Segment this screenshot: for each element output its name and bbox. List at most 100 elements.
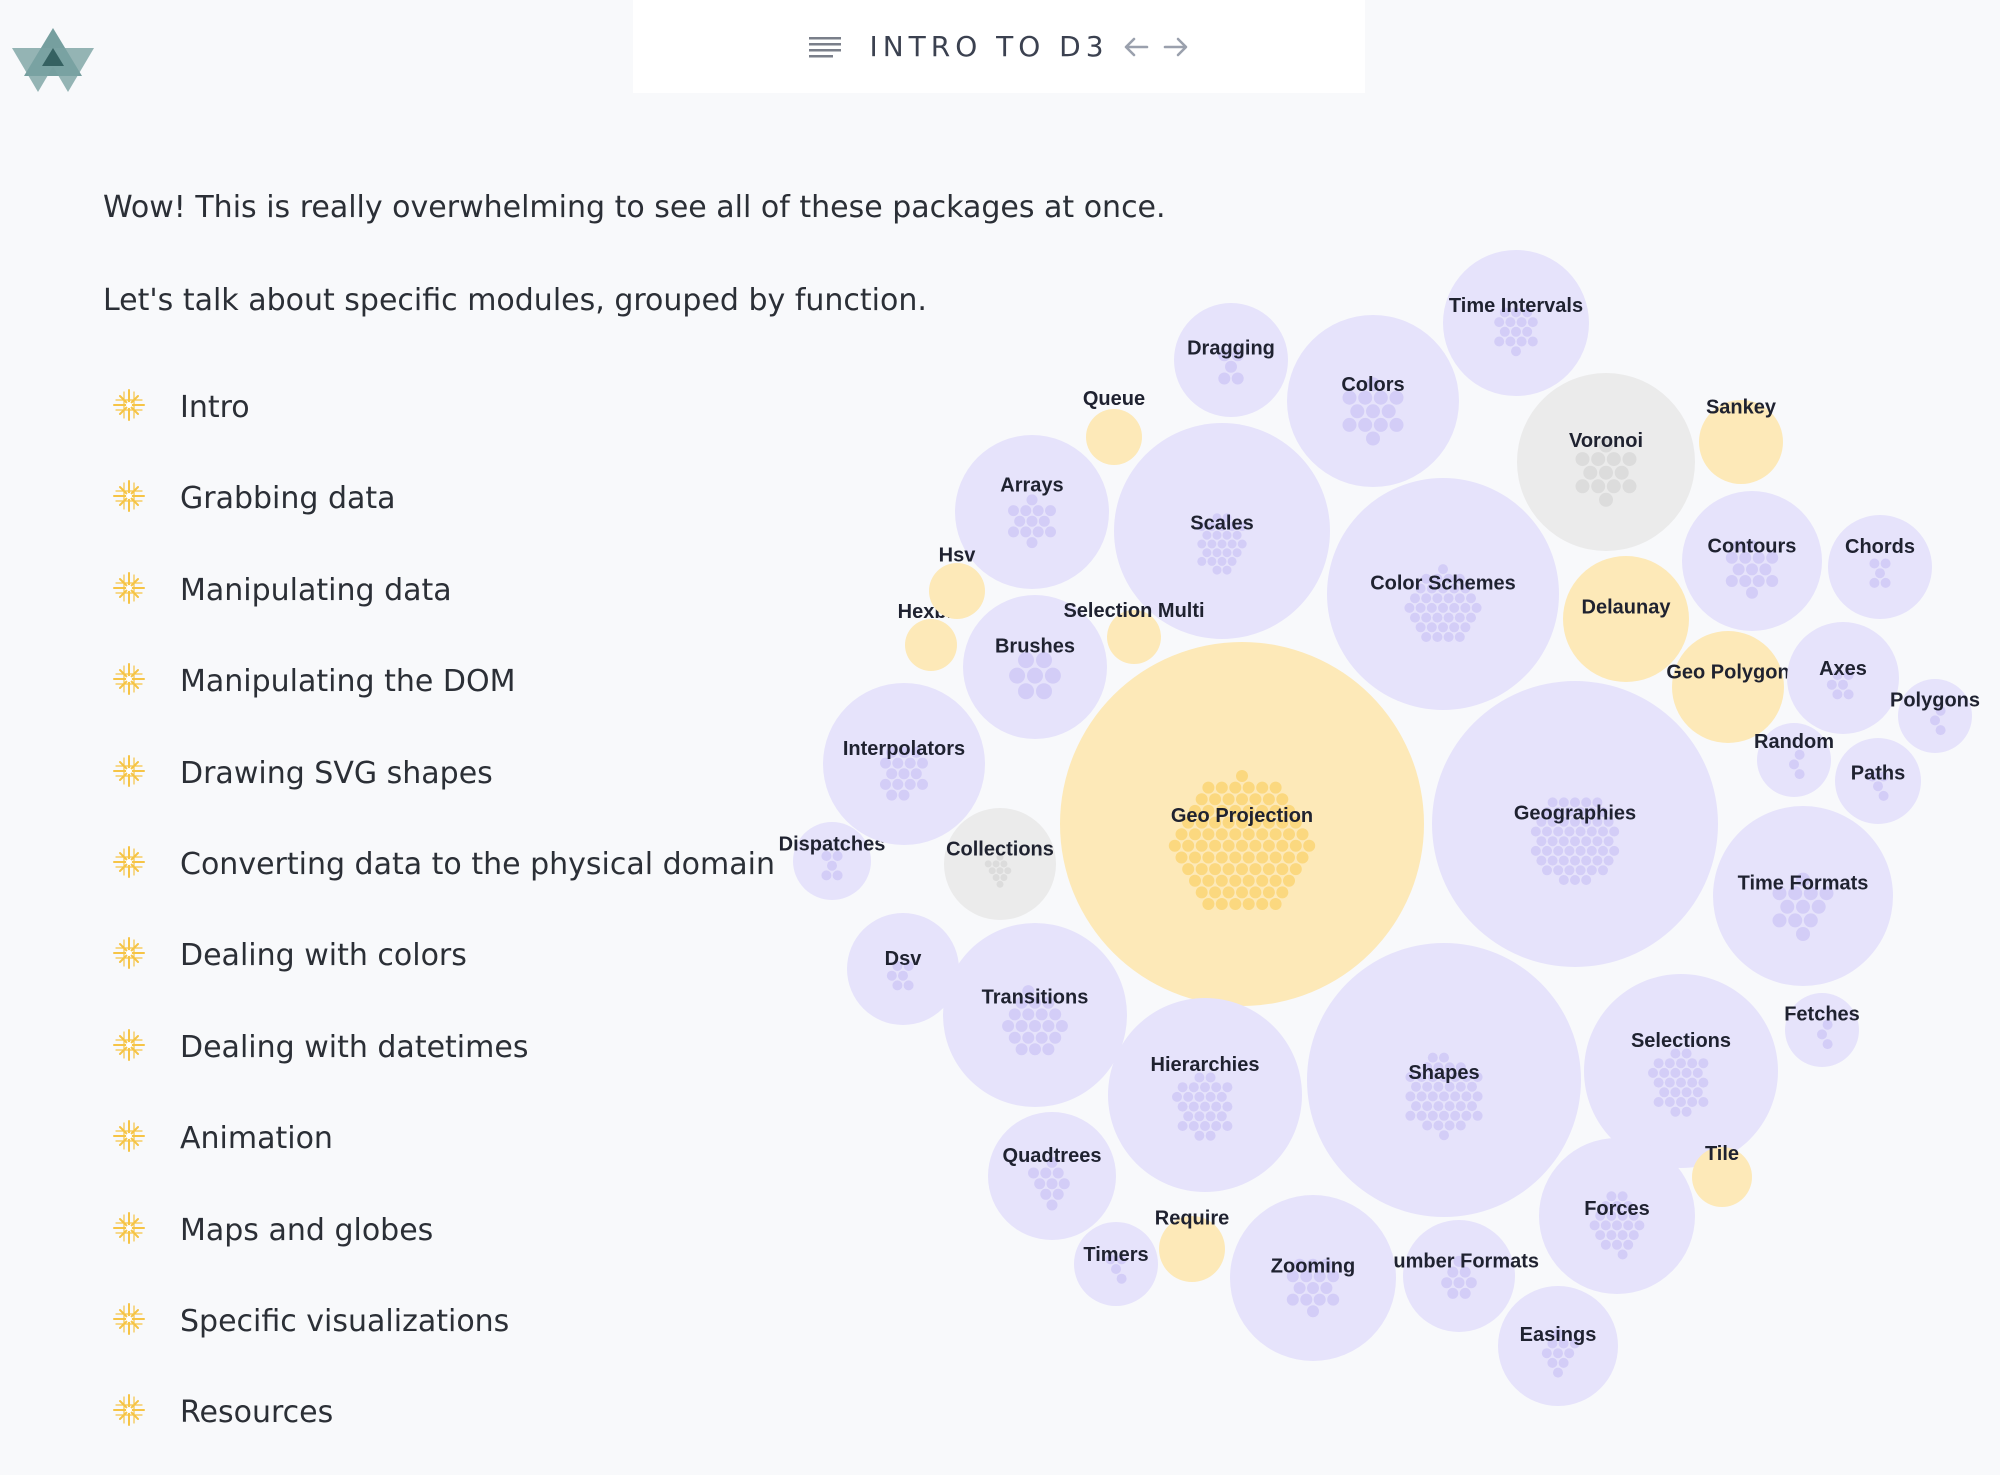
- bubble-dsv[interactable]: Dsv: [847, 913, 959, 1025]
- bubble-dot: [1659, 1067, 1670, 1078]
- bubble-voronoi[interactable]: Voronoi: [1517, 373, 1695, 551]
- menu-lines-icon[interactable]: [809, 35, 842, 59]
- bubble-circle: [988, 1112, 1116, 1240]
- arrow-right-icon[interactable]: [1163, 36, 1189, 58]
- bubble-tile[interactable]: Tile: [1692, 1143, 1752, 1207]
- bubble-dot: [1467, 1101, 1477, 1112]
- bubble-shapes[interactable]: Shapes: [1307, 943, 1581, 1217]
- bubble-dot: [1438, 583, 1448, 594]
- bubble-dot: [1416, 1072, 1427, 1082]
- toc-item-datetimes[interactable]: Dealing with datetimes: [112, 1018, 775, 1109]
- bubble-hierarchies[interactable]: Hierarchies: [1108, 998, 1302, 1192]
- bubble-dot: [1664, 1097, 1675, 1107]
- bubble-geo-polygon[interactable]: Geo Polygon: [1666, 631, 1790, 743]
- bubble-dragging[interactable]: Dragging: [1174, 303, 1288, 417]
- toc-item-intro[interactable]: Intro: [112, 378, 775, 469]
- bubble-paths[interactable]: Paths: [1835, 738, 1921, 824]
- bubble-forces[interactable]: Forces: [1539, 1138, 1695, 1294]
- bubble-dot: [1256, 828, 1269, 841]
- toc-item-specific-viz[interactable]: Specific visualizations: [112, 1292, 775, 1383]
- bubble-selection-multi[interactable]: Selection Multi: [1063, 600, 1205, 664]
- bubble-dot: [996, 867, 1004, 875]
- toc-item-grabbing-data[interactable]: Grabbing data: [112, 469, 775, 560]
- toc-item-animation[interactable]: Animation: [112, 1109, 775, 1200]
- bubble-dot: [1116, 1254, 1127, 1265]
- bubble-quadtrees[interactable]: Quadtrees: [988, 1112, 1116, 1240]
- intro-line-2: Let's talk about specific modules, group…: [103, 283, 927, 318]
- bubble-dot: [1454, 632, 1465, 642]
- bubble-easings[interactable]: Easings: [1498, 1286, 1618, 1406]
- bubble-delaunay[interactable]: Delaunay: [1563, 556, 1689, 682]
- bubble-dot: [1189, 851, 1201, 864]
- bubble-geo-projection[interactable]: Geo Projection: [1060, 642, 1424, 1006]
- bubble-dot: [1664, 1077, 1675, 1088]
- bubble-dot: [1564, 807, 1575, 818]
- bubble-dot: [1547, 1357, 1558, 1368]
- bubble-transitions[interactable]: Transitions: [943, 923, 1127, 1107]
- bubble-dot: [1444, 1120, 1455, 1131]
- arrow-left-icon[interactable]: [1123, 36, 1149, 58]
- bubble-dot: [1447, 1266, 1459, 1278]
- bubble-dot: [1286, 1270, 1299, 1283]
- toc-item-converting-data[interactable]: Converting data to the physical domain: [112, 835, 775, 926]
- bubble-time-formats[interactable]: Time Formats: [1713, 806, 1893, 986]
- bubble-fetches[interactable]: Fetches: [1784, 993, 1860, 1067]
- bubble-geographies[interactable]: Geographies: [1432, 681, 1718, 967]
- bubble-dot: [886, 970, 897, 981]
- bubble-arrays[interactable]: Arrays: [955, 435, 1109, 589]
- bubble-queue[interactable]: Queue: [1083, 388, 1145, 465]
- bubble-dot: [1262, 793, 1275, 806]
- bubble-brushes[interactable]: Brushes: [963, 595, 1107, 739]
- bubble-interpolators[interactable]: Interpolators: [823, 683, 985, 845]
- bubble-dot: [1256, 851, 1269, 864]
- bubble-dot: [1617, 1210, 1628, 1221]
- toc-item-maps[interactable]: Maps and globes: [112, 1201, 775, 1292]
- bubble-dot: [1494, 317, 1505, 328]
- bubble-circle: [1835, 738, 1921, 824]
- logo-triangles-icon[interactable]: [8, 24, 98, 104]
- toc-item-label: Grabbing data: [180, 481, 396, 517]
- bubble-dot: [1342, 390, 1357, 405]
- bubble-dot: [1843, 689, 1854, 700]
- bubble-contours[interactable]: Contours: [1682, 491, 1822, 631]
- bubble-zooming[interactable]: Zooming: [1230, 1195, 1396, 1361]
- bubble-timers[interactable]: Timers: [1074, 1222, 1158, 1306]
- bubble-dot: [1296, 851, 1309, 864]
- bubble-scales[interactable]: Scales: [1114, 423, 1330, 639]
- bubble-time-intervals[interactable]: Time Intervals: [1443, 250, 1589, 396]
- bubble-colors[interactable]: Colors: [1287, 315, 1459, 487]
- toc-item-manipulating-dom[interactable]: Manipulating the DOM: [112, 652, 775, 743]
- bubble-dot: [1269, 781, 1282, 794]
- bubble-axes[interactable]: Axes: [1787, 622, 1899, 734]
- bubble-require[interactable]: Require: [1155, 1208, 1229, 1282]
- bubble-dot: [1530, 826, 1541, 837]
- bubble-number-formats[interactable]: Number Formats: [1379, 1220, 1539, 1332]
- bubble-selections[interactable]: Selections: [1584, 974, 1778, 1168]
- bubble-chords[interactable]: Chords: [1828, 515, 1932, 619]
- bubble-dot: [1410, 593, 1420, 604]
- bubble-color-schemes[interactable]: Color Schemes: [1327, 478, 1559, 710]
- toc-item-resources[interactable]: Resources: [112, 1383, 775, 1474]
- bubble-dot: [1215, 804, 1228, 817]
- bubble-dot: [1788, 913, 1803, 928]
- bubble-hexbin[interactable]: Hexbin: [898, 601, 965, 671]
- toc-item-drawing-svg[interactable]: Drawing SVG shapes: [112, 744, 775, 835]
- bubble-dot: [1207, 522, 1217, 531]
- bubble-random[interactable]: Random: [1754, 723, 1834, 797]
- bubble-dot: [1459, 1266, 1471, 1278]
- bubble-hsv[interactable]: Hsv: [929, 545, 985, 619]
- bubble-dispatches[interactable]: Dispatches: [779, 822, 886, 900]
- bubble-sankey[interactable]: Sankey: [1699, 396, 1783, 484]
- bubble-dot: [1211, 1101, 1222, 1112]
- bubble-dot: [1229, 898, 1242, 910]
- toc-item-manipulating-data[interactable]: Manipulating data: [112, 561, 775, 652]
- bubble-dot: [1216, 1111, 1227, 1122]
- bubble-dot: [1772, 886, 1787, 901]
- bubble-circle: [847, 913, 959, 1025]
- toc-item-colors[interactable]: Dealing with colors: [112, 926, 775, 1017]
- bubble-polygons[interactable]: Polygons: [1890, 679, 1980, 753]
- bubble-dot: [1177, 1101, 1188, 1112]
- bubble-label: Require: [1155, 1208, 1229, 1230]
- bubble-dot: [1421, 612, 1432, 623]
- bubble-collections[interactable]: Collections: [944, 808, 1056, 920]
